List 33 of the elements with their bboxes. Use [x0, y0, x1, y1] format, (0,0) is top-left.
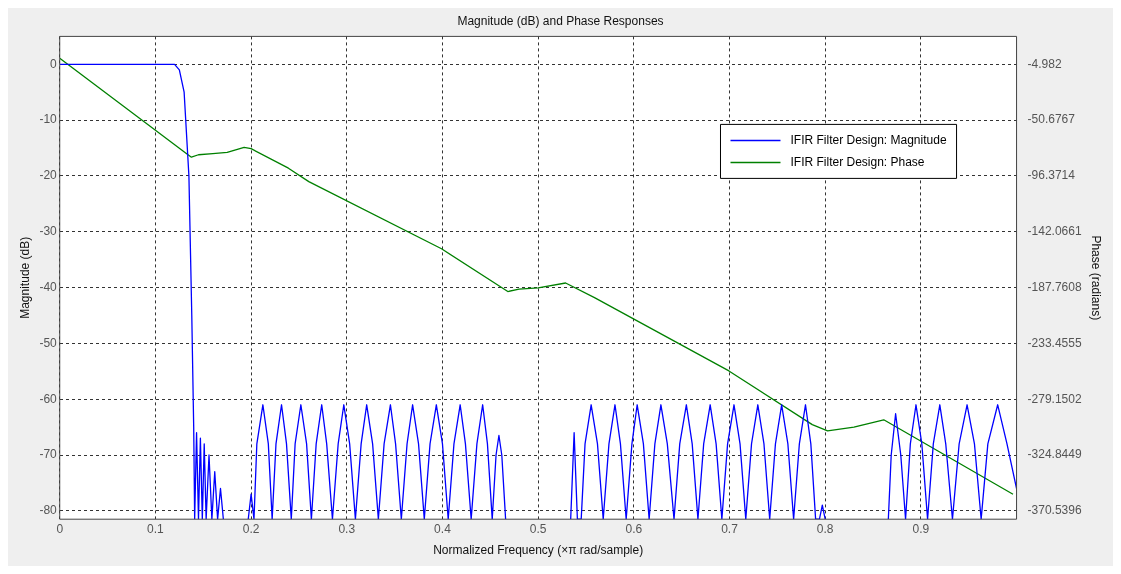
x-tick-label: 0.6: [625, 521, 643, 536]
y-tick-label: -60: [39, 391, 58, 406]
y2-tick-label: -50.6767: [1027, 112, 1076, 127]
y-tick-label: -10: [39, 112, 58, 127]
y-tick-label: -50: [39, 335, 58, 350]
x-tick-label: 0.3: [338, 521, 356, 536]
x-tick-label: 0.4: [434, 521, 452, 536]
y2-tick-label: -142.0661: [1027, 224, 1082, 239]
y2-tick-label: -324.8449: [1027, 447, 1082, 462]
x-tick-label: 0.7: [721, 521, 739, 536]
y-tick-label: -40: [39, 279, 58, 294]
y-tick-label: -20: [39, 168, 58, 183]
legend-label: IFIR Filter Design: Phase: [790, 154, 925, 169]
x-tick-label: 0.8: [816, 521, 834, 536]
x-tick-label: 0.5: [529, 521, 547, 536]
y2-tick-label: -96.3714: [1027, 168, 1076, 183]
chart-title: Magnitude (dB) and Phase Responses: [457, 13, 664, 28]
x-tick-label: 0.1: [147, 521, 165, 536]
y2-axis-title: Phase (radians): [1089, 235, 1104, 321]
x-tick-label: 0.9: [912, 521, 930, 536]
y2-tick-label: -187.7608: [1027, 279, 1082, 294]
y2-tick-label: -370.5396: [1027, 503, 1082, 518]
y2-tick-label: -4.982: [1027, 56, 1062, 71]
y-axis-title: Magnitude (dB): [17, 236, 32, 319]
y-tick-label: 0: [50, 56, 58, 71]
x-axis-title: Normalized Frequency (×π rad/sample): [433, 543, 644, 558]
legend-label: IFIR Filter Design: Magnitude: [790, 132, 947, 147]
y-tick-label: -70: [39, 447, 58, 462]
y2-tick-label: -279.1502: [1027, 391, 1082, 406]
x-tick-label: 0.2: [242, 521, 260, 536]
y-tick-label: -80: [39, 503, 58, 518]
y2-tick-label: -233.4555: [1027, 335, 1082, 350]
y-tick-label: -30: [39, 224, 58, 239]
